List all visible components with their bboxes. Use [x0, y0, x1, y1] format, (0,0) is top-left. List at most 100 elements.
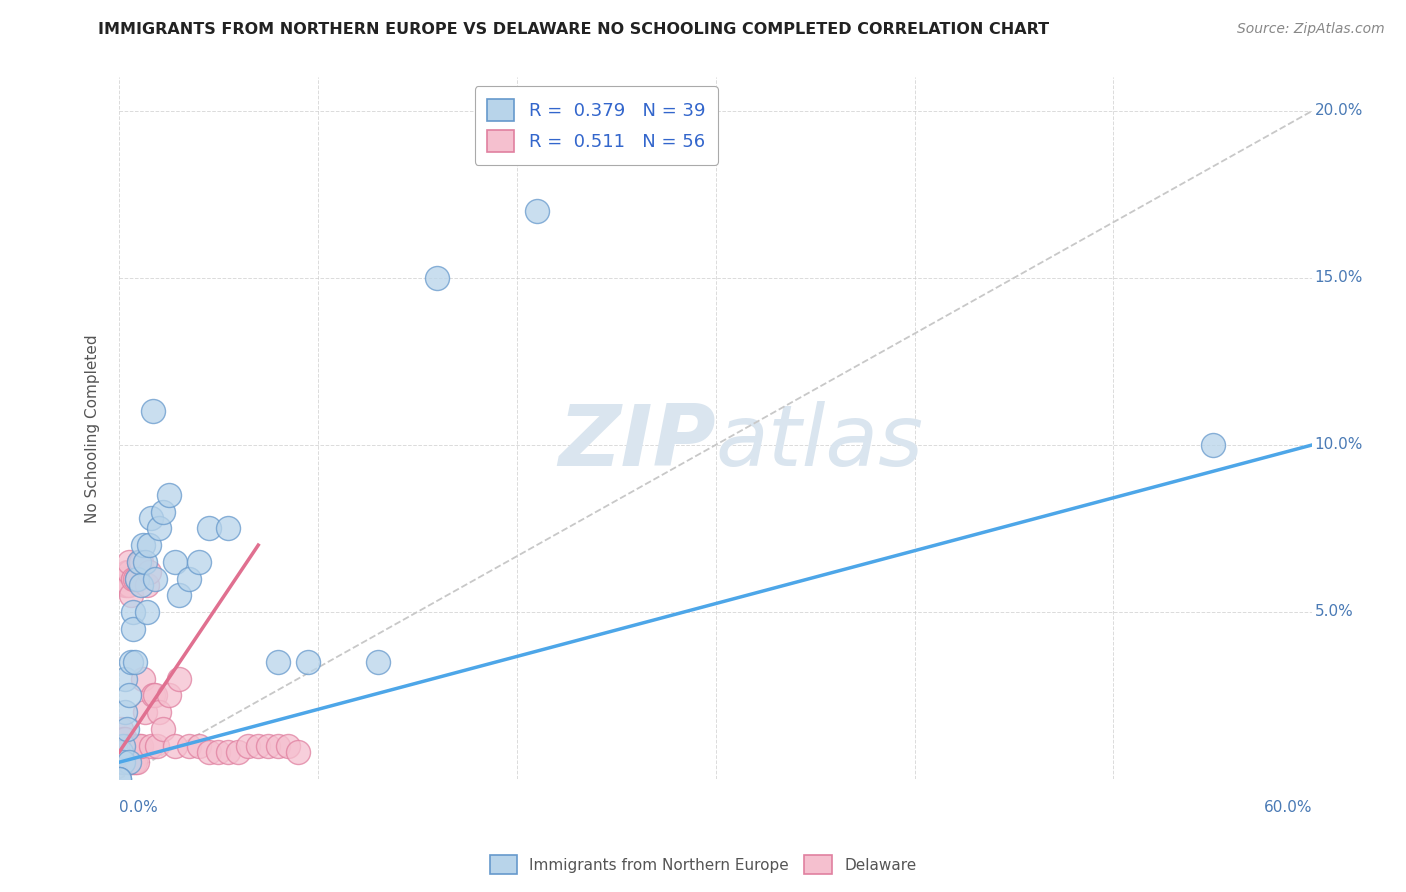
Point	[114, 756, 136, 770]
Point	[125, 756, 148, 770]
Point	[120, 588, 142, 602]
Point	[134, 705, 156, 719]
Point	[124, 572, 146, 586]
Point	[115, 578, 138, 592]
Point	[148, 521, 170, 535]
Point	[124, 756, 146, 770]
Point	[110, 722, 132, 736]
Point	[118, 689, 141, 703]
Text: 15.0%: 15.0%	[1315, 270, 1362, 285]
Point	[114, 731, 136, 746]
Point	[135, 605, 157, 619]
Text: 0.0%: 0.0%	[120, 800, 157, 815]
Point	[120, 655, 142, 669]
Point	[114, 578, 136, 592]
Point	[112, 745, 135, 759]
Point	[177, 739, 200, 753]
Point	[129, 555, 152, 569]
Point	[163, 555, 186, 569]
Text: ZIP: ZIP	[558, 401, 716, 483]
Text: IMMIGRANTS FROM NORTHERN EUROPE VS DELAWARE NO SCHOOLING COMPLETED CORRELATION C: IMMIGRANTS FROM NORTHERN EUROPE VS DELAW…	[98, 22, 1049, 37]
Point	[207, 745, 229, 759]
Point	[287, 745, 309, 759]
Point	[112, 572, 135, 586]
Point	[177, 572, 200, 586]
Point	[526, 204, 548, 219]
Text: 10.0%: 10.0%	[1315, 437, 1362, 452]
Point	[114, 705, 136, 719]
Point	[110, 739, 132, 753]
Point	[134, 555, 156, 569]
Point	[152, 505, 174, 519]
Point	[148, 705, 170, 719]
Point	[267, 739, 290, 753]
Point	[128, 555, 150, 569]
Point	[110, 745, 132, 759]
Point	[129, 578, 152, 592]
Point	[114, 672, 136, 686]
Text: 5.0%: 5.0%	[1315, 605, 1354, 619]
Point	[277, 739, 299, 753]
Point	[122, 622, 145, 636]
Point	[228, 745, 250, 759]
Point	[238, 739, 260, 753]
Point	[118, 578, 141, 592]
Point	[247, 739, 270, 753]
Point	[125, 572, 148, 586]
Text: 20.0%: 20.0%	[1315, 103, 1362, 119]
Point	[152, 722, 174, 736]
Point	[1202, 438, 1225, 452]
Point	[157, 689, 180, 703]
Point	[122, 572, 145, 586]
Point	[118, 756, 141, 770]
Point	[187, 739, 209, 753]
Point	[142, 404, 165, 418]
Point	[118, 555, 141, 569]
Point	[108, 772, 131, 786]
Point	[217, 521, 239, 535]
Point	[167, 588, 190, 602]
Point	[125, 572, 148, 586]
Point	[146, 739, 169, 753]
Point	[135, 578, 157, 592]
Point	[110, 756, 132, 770]
Point	[138, 538, 160, 552]
Point	[122, 605, 145, 619]
Point	[143, 689, 166, 703]
Text: Source: ZipAtlas.com: Source: ZipAtlas.com	[1237, 22, 1385, 37]
Y-axis label: No Schooling Completed: No Schooling Completed	[86, 334, 100, 523]
Point	[112, 739, 135, 753]
Point	[257, 739, 280, 753]
Point	[297, 655, 319, 669]
Point	[112, 756, 135, 770]
Point	[197, 521, 219, 535]
Point	[128, 555, 150, 569]
Point	[118, 756, 141, 770]
Point	[112, 731, 135, 746]
Point	[267, 655, 290, 669]
Point	[167, 672, 190, 686]
Point	[108, 772, 131, 786]
Point	[426, 271, 449, 285]
Point	[367, 655, 389, 669]
Point	[132, 672, 155, 686]
Point	[122, 739, 145, 753]
Point	[187, 555, 209, 569]
Text: 60.0%: 60.0%	[1264, 800, 1312, 815]
Point	[139, 739, 162, 753]
Point	[143, 572, 166, 586]
Point	[124, 655, 146, 669]
Point	[115, 565, 138, 579]
Point	[138, 565, 160, 579]
Point	[118, 565, 141, 579]
Point	[132, 538, 155, 552]
Text: atlas: atlas	[716, 401, 924, 483]
Point	[122, 756, 145, 770]
Point	[139, 511, 162, 525]
Point	[142, 689, 165, 703]
Legend: R =  0.379   N = 39, R =  0.511   N = 56: R = 0.379 N = 39, R = 0.511 N = 56	[475, 87, 718, 165]
Point	[128, 739, 150, 753]
Point	[163, 739, 186, 753]
Point	[114, 745, 136, 759]
Point	[120, 756, 142, 770]
